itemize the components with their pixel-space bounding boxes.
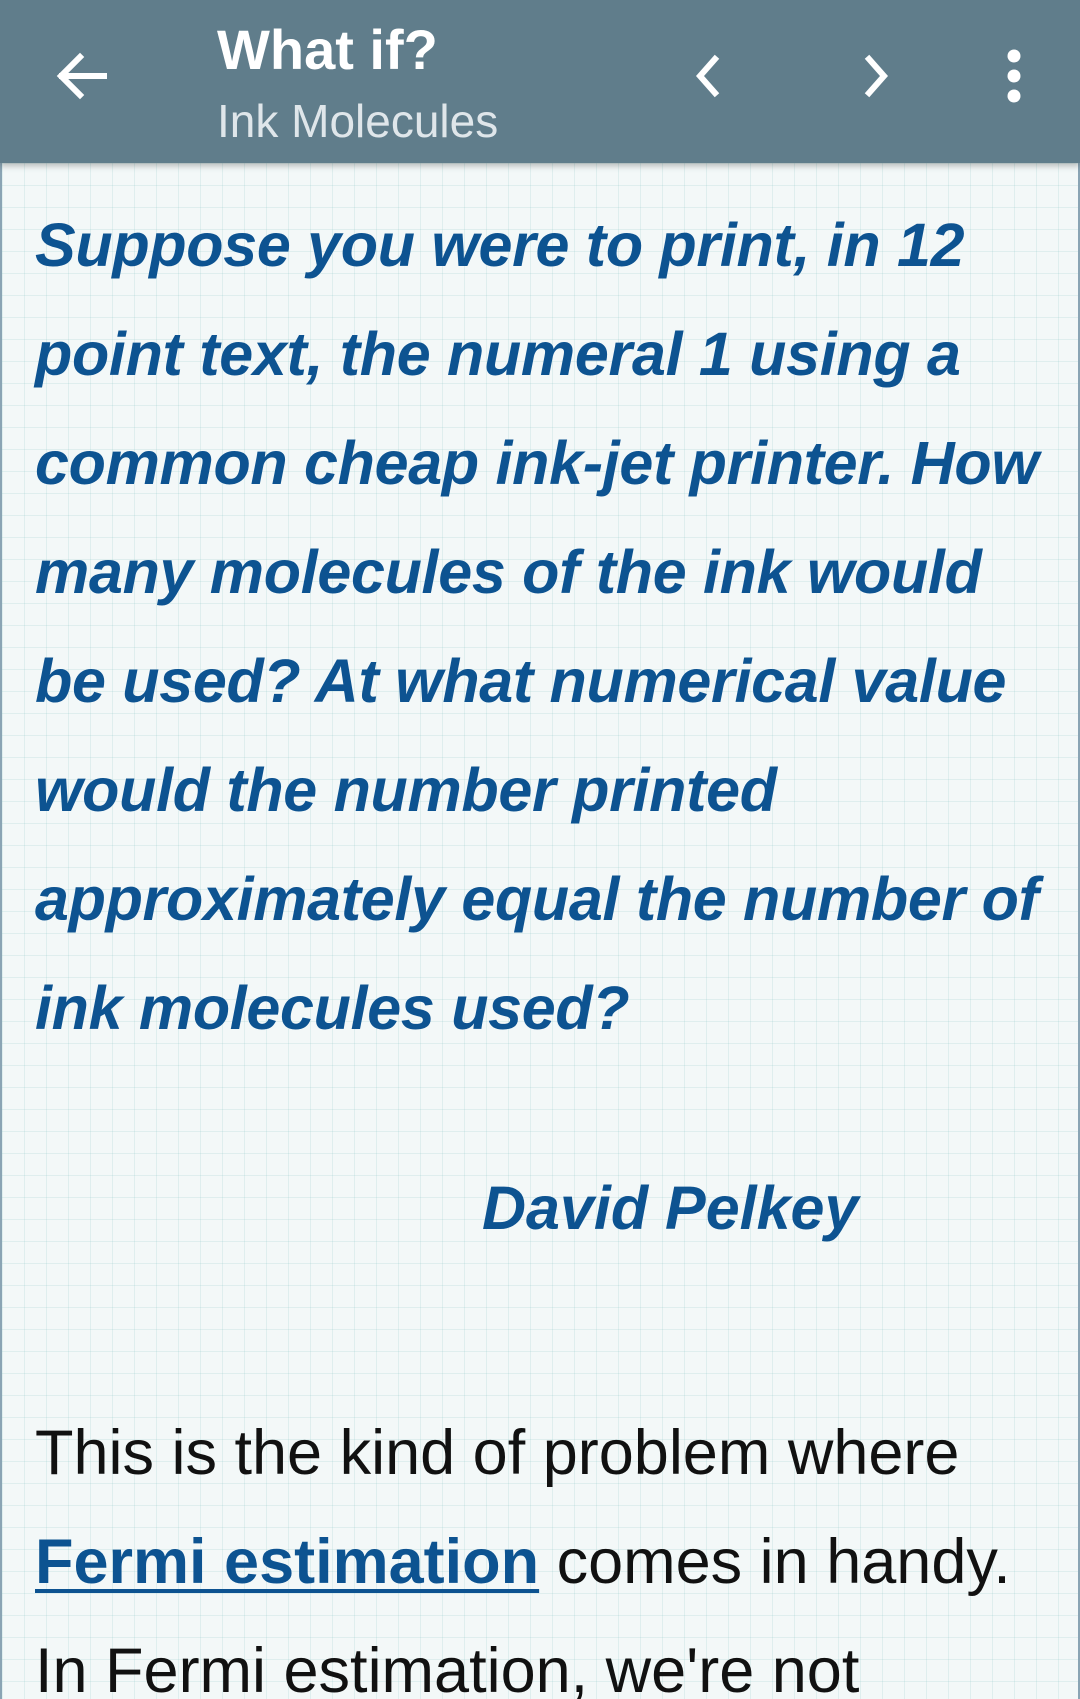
article-title: Ink Molecules [217,95,499,147]
article-content[interactable]: Suppose you were to print, in 12 point t… [0,163,1080,1699]
chevron-right-icon [856,51,896,106]
fermi-estimation-link[interactable]: Fermi estimation [35,1527,540,1597]
app-toolbar: What if? Ink Molecules [0,0,1080,163]
previous-article-button[interactable] [668,35,748,121]
next-article-button[interactable] [836,35,916,121]
article-paragraph: This is the kind of problem where Fermi … [35,1399,1055,1699]
question-author: David Pelkey [482,1174,859,1242]
paragraph-text-after-link: comes in handy. In Fermi estimation, we'… [35,1527,1011,1699]
arrow-back-icon [54,48,110,109]
back-button[interactable] [34,35,130,121]
chevron-left-icon [688,51,728,106]
app-title: What if? [217,18,438,81]
more-vertical-icon [1004,48,1024,109]
reader-question: Suppose you were to print, in 12 point t… [35,211,1039,1042]
overflow-menu-button[interactable] [974,35,1054,121]
paragraph-text-start: This is the kind of problem where [35,1418,960,1488]
